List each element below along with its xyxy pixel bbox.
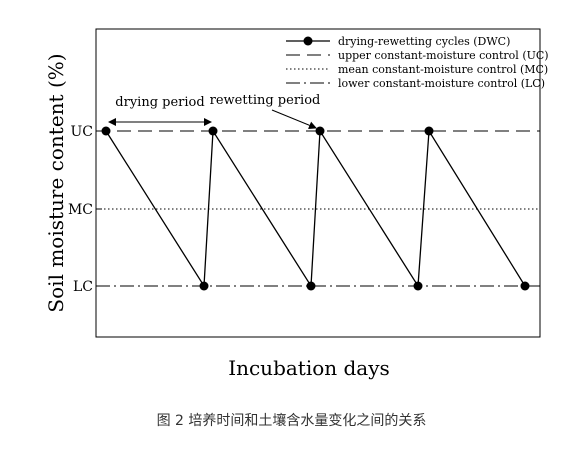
legend-label-dwc: drying-rewetting cycles (DWC) xyxy=(338,35,510,48)
dwc-point xyxy=(101,126,111,136)
dwc-point xyxy=(199,281,209,291)
y-tick-label-mc: MC xyxy=(68,202,93,218)
x-axis-label: Incubation days xyxy=(228,356,390,380)
dwc-markers xyxy=(101,126,530,291)
legend-label-mc: mean constant-moisture control (MC) xyxy=(338,63,548,76)
dwc-point xyxy=(306,281,316,291)
legend-marker-dwc xyxy=(303,36,313,46)
legend-label-uc: upper constant-moisture control (UC) xyxy=(338,49,549,62)
legend-label-lc: lower constant-moisture control (LC) xyxy=(338,77,545,90)
dwc-point xyxy=(520,281,530,291)
figure-caption: 图 2 培养时间和土壤含水量变化之间的关系 xyxy=(156,413,427,429)
y-axis-label: Soil moisture content (%) xyxy=(44,53,68,312)
dwc-point xyxy=(424,126,434,136)
y-tick-label-lc: LC xyxy=(73,279,93,295)
dwc-point xyxy=(413,281,423,291)
series-line-dwc xyxy=(105,128,526,289)
dwc-point xyxy=(208,126,218,136)
rewetting-period-arrow xyxy=(271,109,317,130)
plot-frame xyxy=(95,28,541,338)
legend: drying-rewetting cycles (DWC) upper cons… xyxy=(286,35,549,90)
dwc-point xyxy=(315,126,325,136)
annotation-rewetting-period: rewetting period xyxy=(210,93,321,108)
annotation-drying-period: drying period xyxy=(115,95,204,110)
y-tick-label-uc: UC xyxy=(70,124,93,140)
